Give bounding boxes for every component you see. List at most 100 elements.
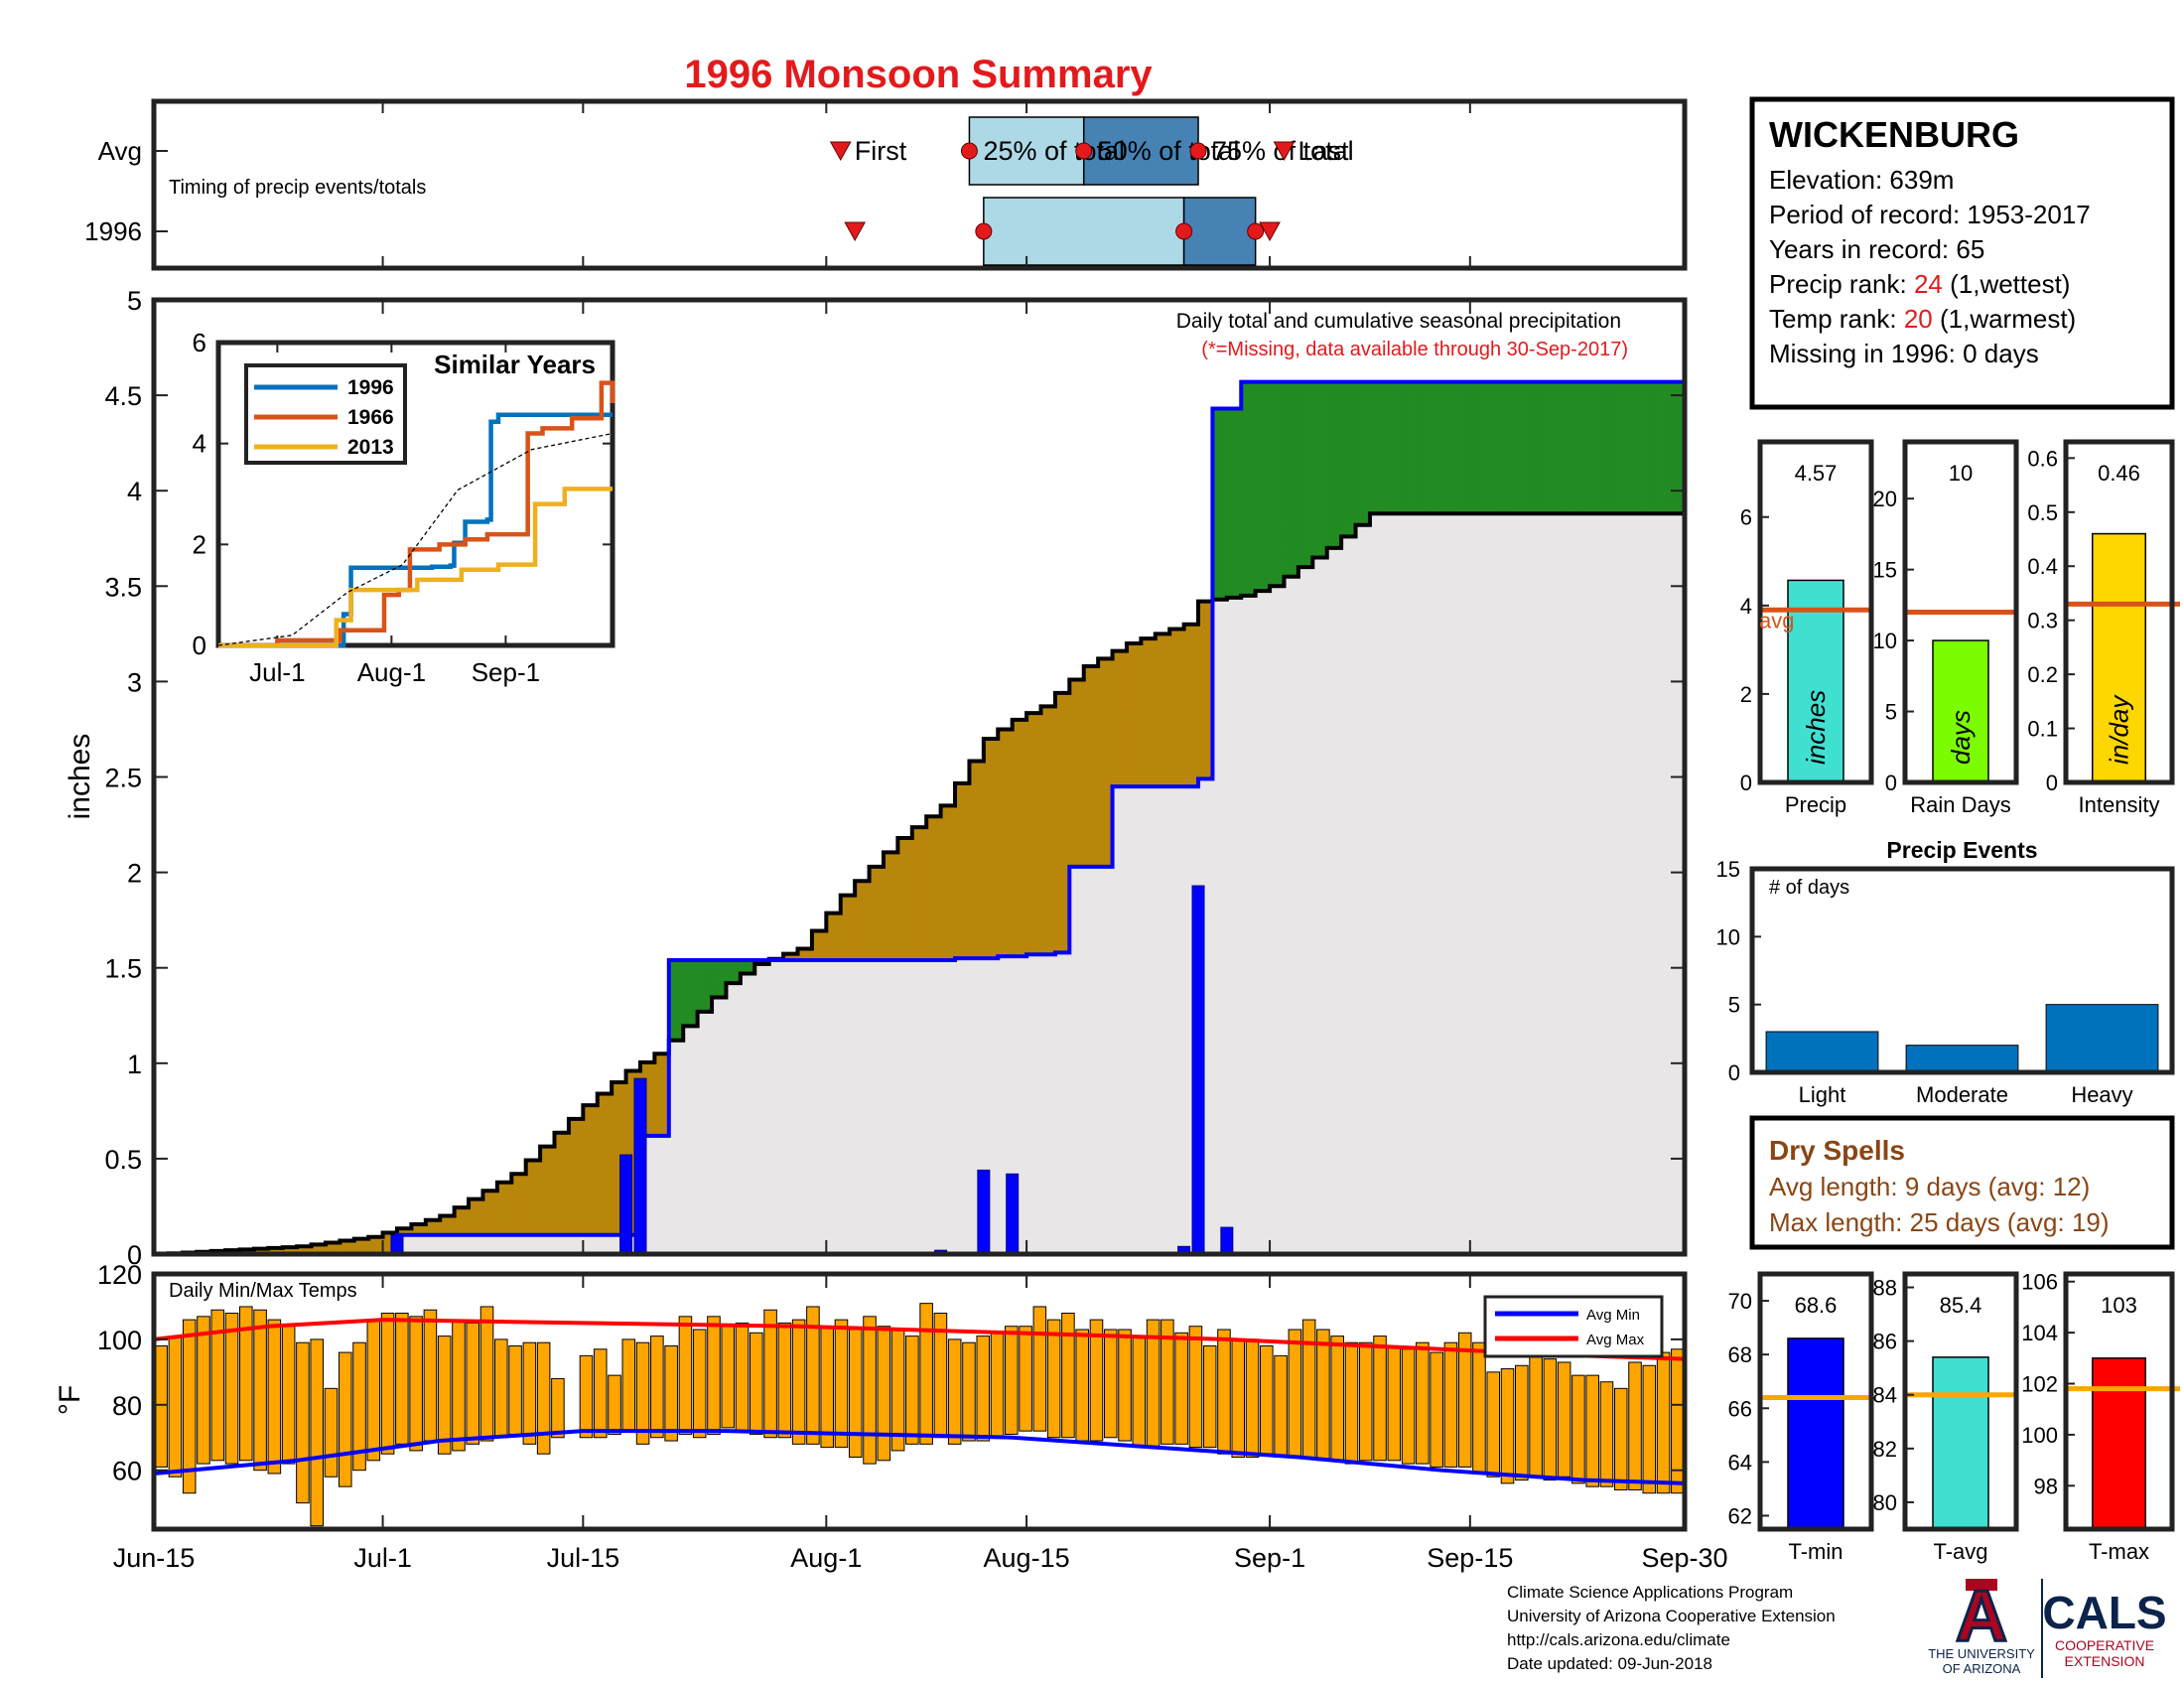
figure-title: 1996 Monsoon Summary xyxy=(684,53,1153,96)
events-frame xyxy=(1749,866,2175,1075)
tmax_bar-ytick-label-3: 104 xyxy=(2021,1321,2058,1345)
rain_days_bar-bar-text: days xyxy=(1946,710,1976,765)
temps-daily-bar-93 xyxy=(1472,1341,1486,1475)
station-details: Elevation: 639m Period of record: 1953-20… xyxy=(1769,165,2091,368)
temps-daily-bar-61 xyxy=(1019,1326,1032,1432)
temps-daily-bar-63 xyxy=(1046,1319,1061,1439)
temps-daily-bar-96 xyxy=(1515,1364,1529,1481)
ua-line2: OF ARIZONA xyxy=(1943,1661,2021,1676)
tmin_bar-value-label: 68.6 xyxy=(1795,1293,1838,1318)
temps-daily-bar-40 xyxy=(721,1326,736,1429)
temps-daily-bar-65 xyxy=(1075,1329,1089,1442)
temps-ytick-label-2: 100 xyxy=(97,1326,142,1355)
temps-daily-bar-87 xyxy=(1387,1344,1402,1462)
temps-daily-bar-32 xyxy=(608,1374,621,1435)
temps-daily-bar-30 xyxy=(579,1354,594,1439)
temps-title: Daily Min/Max Temps xyxy=(169,1280,357,1302)
temps-daily-bar-26 xyxy=(522,1341,537,1445)
timing-avg-last-label: Last xyxy=(1297,136,1349,166)
temps-daily-bar-14 xyxy=(352,1341,366,1472)
tavg_bar-category: T-avg xyxy=(1933,1539,1987,1564)
events-category-Light: Light xyxy=(1799,1082,1846,1107)
dry-spells-avg: Avg length: 9 days (avg: 12) xyxy=(1769,1172,2090,1201)
temps-daily-bar-94 xyxy=(1486,1371,1501,1477)
precip_bar-ytick-label-3: 6 xyxy=(1740,505,1752,530)
precip_bar-ytick-label-1: 2 xyxy=(1740,682,1752,707)
events-bar-Heavy xyxy=(2045,1004,2159,1073)
temps-daily-bar-73 xyxy=(1188,1326,1203,1449)
university-of-arizona-logo: A THE UNIVERSITY OF ARIZONA xyxy=(1928,1576,2035,1677)
station-info-box: WICKENBURG Elevation: 639m Period of reco… xyxy=(1749,96,2175,410)
tmax_bar-ytick-label-2: 102 xyxy=(2021,1372,2058,1397)
temps-daily-bar-97 xyxy=(1529,1351,1543,1477)
precip-ytick-label-3: 1.5 xyxy=(104,954,142,984)
temps-legend-label-avg-min: Avg Min xyxy=(1586,1307,1640,1324)
temps-daily-bar-84 xyxy=(1344,1341,1359,1465)
cals-line1: COOPERATIVE xyxy=(2055,1637,2154,1653)
events-ytick-label-2: 10 xyxy=(1716,924,1740,949)
precip_bar-avg-label: avg xyxy=(1759,608,1794,633)
temps-daily-bar-99 xyxy=(1557,1361,1571,1477)
tavg_bar-frame xyxy=(1902,1271,2019,1532)
temps-daily-bar-22 xyxy=(466,1322,480,1445)
inset-series-line-2013 xyxy=(218,487,613,648)
footer-line-4: Date updated: 09-Jun-2018 xyxy=(1507,1654,1712,1673)
temps-daily-bar-53 xyxy=(905,1336,919,1445)
temps-daily-bar-37 xyxy=(678,1316,693,1435)
tavg_bar-ytick-label-1: 82 xyxy=(1873,1437,1897,1462)
temps-daily-bar-95 xyxy=(1500,1368,1515,1484)
precip-ytick-label-8: 4 xyxy=(127,477,142,506)
temps-daily-bar-4 xyxy=(210,1309,225,1462)
timing-1996-first-marker xyxy=(844,221,866,242)
precip-ytick-label-10: 5 xyxy=(127,286,142,316)
ua-line1: THE UNIVERSITY xyxy=(1928,1646,2035,1661)
timing-avg-50-marker xyxy=(1075,142,1093,160)
intensity_bar-ytick-label-3: 0.3 xyxy=(2027,609,2058,633)
inset-ytick-label-2: 4 xyxy=(193,429,206,459)
tavg_bar-bar xyxy=(1932,1356,1989,1530)
temps-daily-bar-47 xyxy=(820,1326,834,1449)
tavg_bar-ytick-label-2: 84 xyxy=(1873,1383,1897,1408)
temps-daily-bar-68 xyxy=(1118,1329,1132,1442)
precip-avg-cumulative-line xyxy=(154,511,1685,1256)
station-line-3-prefix: Precip rank: xyxy=(1769,269,1914,299)
timing-1996-box-50-75 xyxy=(1182,197,1257,266)
precip-daily-bar-2 xyxy=(633,1077,647,1255)
precip-ytick-label-6: 3 xyxy=(127,667,142,697)
temps-daily-bar-41 xyxy=(735,1322,750,1432)
timing-avg-box-50-75 xyxy=(1082,116,1199,186)
temps-ytick-label-1: 80 xyxy=(112,1391,142,1421)
rain_days_bar-ytick-label-4: 20 xyxy=(1873,487,1897,511)
intensity_bar-ytick-label-1: 0.1 xyxy=(2027,717,2058,742)
inset-ytick-label-3: 6 xyxy=(193,328,206,357)
temps-daily-bar-46 xyxy=(806,1306,820,1445)
timing-row-label-avg: Avg xyxy=(98,136,142,166)
temps-daily-bar-100 xyxy=(1571,1374,1585,1484)
intensity_bar-ytick-label-6: 0.6 xyxy=(2027,446,2058,471)
intensity_bar-ytick-label-4: 0.4 xyxy=(2027,554,2058,579)
temps-daily-bar-91 xyxy=(1443,1341,1458,1468)
precip_bar-ytick-label-0: 0 xyxy=(1740,771,1752,795)
timing-avg-box-25-50 xyxy=(968,116,1085,186)
station-line-1-prefix: Period of record: 1953-2017 xyxy=(1769,200,2091,229)
temps-daily-bar-56 xyxy=(947,1338,962,1445)
timing-avg-first-marker xyxy=(829,141,852,162)
tmin_bar-ytick-label-4: 70 xyxy=(1728,1289,1752,1314)
precip-daily-bar-1 xyxy=(619,1154,633,1255)
temps-daily-bar-21 xyxy=(452,1319,466,1452)
timing-1996-25-marker xyxy=(975,222,993,240)
temps-daily-bar-6 xyxy=(239,1306,253,1462)
temps-xtick-label-6: Sep-15 xyxy=(1427,1543,1513,1573)
temps-daily-bar-71 xyxy=(1160,1319,1174,1445)
tmin_bar-ytick-label-0: 62 xyxy=(1728,1503,1752,1528)
footer-line-3: http://cals.arizona.edu/climate xyxy=(1507,1630,1730,1649)
temps-daily-bar-2 xyxy=(182,1319,197,1494)
temps-daily-bar-89 xyxy=(1416,1341,1430,1465)
rain_days_bar-bar xyxy=(1932,639,1989,783)
similar-years-inset: 0 2 4 6 Jul-1 Aug-1 Sep-1 Similar Years 1996 1966… xyxy=(193,328,615,687)
temps-xtick-label-3: Aug-1 xyxy=(790,1543,862,1573)
temps-daily-bar-78 xyxy=(1260,1344,1274,1455)
inset-legend-label-1966: 1966 xyxy=(347,406,394,429)
temps-daily-bar-35 xyxy=(650,1336,664,1439)
